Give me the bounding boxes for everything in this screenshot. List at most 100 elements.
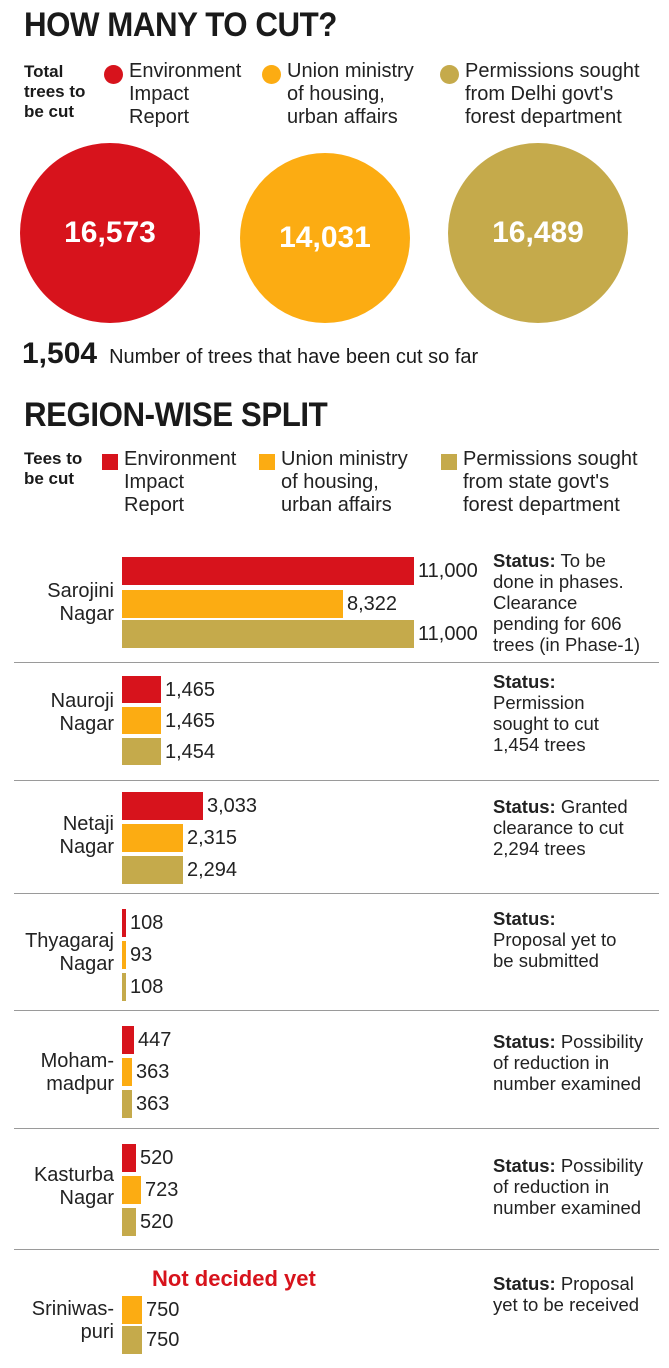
bar-value-label: 750 (146, 1299, 180, 1321)
region-name: Sriniwas- puri (31, 1298, 114, 1343)
bar-value-label: 520 (140, 1147, 174, 1169)
bar (122, 909, 126, 937)
bar (122, 620, 414, 648)
cut-so-far: 1,504 Number of trees that have been cut… (22, 337, 478, 371)
region-name: Moham- madpur (40, 1050, 114, 1095)
bar (122, 1208, 136, 1236)
status-prefix: Status: (493, 908, 556, 929)
region-status: Status: Granted clearance to cut 2,294 t… (493, 796, 665, 859)
bar (122, 856, 183, 884)
status-text: Proposal yet to be received (493, 1273, 640, 1315)
bar-value-label: 3,033 (207, 795, 258, 817)
legend-square-icon (102, 454, 118, 470)
status-prefix: Status: (493, 1155, 556, 1176)
bar-value-label: 2,315 (187, 827, 238, 849)
status-prefix: Status: (493, 1273, 556, 1294)
bar (122, 738, 161, 765)
region-name: Thyagaraj Nagar (25, 930, 114, 975)
region-name: Kasturba Nagar (33, 1164, 114, 1209)
status-prefix: Status: (493, 1031, 556, 1052)
cut-so-far-value: 1,504 (22, 337, 98, 370)
bar-value-label: 1,465 (165, 679, 216, 701)
status-text: Possibility of reduction in number exami… (493, 1031, 644, 1094)
legend-square-icon (441, 454, 457, 470)
bar (122, 1026, 134, 1054)
row-divider (14, 1010, 659, 1011)
bar (122, 792, 203, 820)
region-status: Status: Possibility of reduction in numb… (493, 1031, 665, 1094)
legend-label: Environment Impact Report (129, 60, 242, 128)
bar (122, 676, 161, 703)
legend-dot-icon (262, 65, 281, 84)
row-divider (14, 662, 659, 663)
bar (122, 1176, 141, 1204)
bar-value-label: 108 (130, 976, 164, 998)
bar-value-label: 750 (146, 1329, 180, 1351)
legend-label: Union ministry of housing, urban affairs (281, 448, 408, 516)
bar (122, 1326, 142, 1354)
region-trees-label: Tees to be cut (24, 449, 83, 488)
region-name: Sarojini Nagar (47, 580, 114, 625)
bar (122, 707, 161, 734)
bar (122, 1090, 132, 1118)
total-eir-value: 16,573 (64, 216, 156, 249)
not-decided-note: Not decided yet (152, 1266, 316, 1291)
status-text: Proposal yet to be submitted (493, 929, 617, 971)
bar-value-label: 520 (140, 1211, 174, 1233)
status-text: Possibility of reduction in number exami… (493, 1155, 644, 1218)
bar-value-label: 1,465 (165, 710, 216, 732)
bar (122, 1296, 142, 1324)
legend-dot-icon (104, 65, 123, 84)
bar-value-label: 11,000 (418, 560, 478, 582)
region-status: Status: Permission sought to cut 1,454 t… (493, 671, 665, 755)
region-status: Status: To be done in phases. Clearance … (493, 550, 665, 655)
legend-dot-icon (440, 65, 459, 84)
region-status: Status: Proposal yet to be submitted (493, 908, 665, 971)
legend-label: Permissions sought from Delhi govt's for… (465, 60, 640, 128)
row-divider (14, 780, 659, 781)
region-status: Status: Possibility of reduction in numb… (493, 1155, 665, 1218)
bar-value-label: 8,322 (347, 593, 398, 615)
status-text: Permission sought to cut 1,454 trees (493, 692, 599, 755)
legend-label: Permissions sought from state govt's for… (463, 448, 638, 516)
bar (122, 557, 414, 585)
main-title: HOW MANY TO CUT? (24, 6, 337, 44)
bar (122, 1058, 132, 1086)
bar-value-label: 1,454 (165, 741, 216, 763)
bar-value-label: 363 (136, 1061, 170, 1083)
bar (122, 941, 126, 969)
row-divider (14, 893, 659, 894)
region-title: REGION-WISE SPLIT (24, 396, 328, 434)
row-divider (14, 1249, 659, 1250)
status-text: To be done in phases. Clearance pending … (493, 550, 641, 655)
bar-value-label: 447 (138, 1029, 172, 1051)
total-forest-circle: 16,489 (448, 143, 628, 323)
legend-label: Environment Impact Report (124, 448, 237, 516)
total-eir-circle: 16,573 (20, 143, 200, 323)
bar (122, 973, 126, 1001)
status-prefix: Status: (493, 550, 556, 571)
region-status: Status: Proposal yet to be received (493, 1273, 665, 1315)
cut-so-far-label: Number of trees that have been cut so fa… (109, 346, 479, 368)
total-trees-label: Total trees to be cut (24, 62, 86, 121)
bar (122, 824, 183, 852)
status-text: Granted clearance to cut 2,294 trees (493, 796, 628, 859)
bar-value-label: 108 (130, 912, 164, 934)
region-name: Netaji Nagar (59, 813, 114, 858)
bar-value-label: 363 (136, 1093, 170, 1115)
region-name: Nauroji Nagar (50, 690, 114, 735)
total-ministry-circle: 14,031 (240, 153, 410, 323)
bar-value-label: 93 (130, 944, 153, 966)
total-ministry-value: 14,031 (279, 221, 371, 254)
legend-label: Union ministry of housing, urban affairs (287, 60, 414, 128)
bar-value-label: 723 (145, 1179, 179, 1201)
bar (122, 590, 343, 618)
total-forest-value: 16,489 (492, 216, 584, 249)
bar-value-label: 2,294 (187, 859, 238, 881)
status-prefix: Status: (493, 796, 556, 817)
bar-value-label: 11,000 (418, 623, 478, 645)
bar (122, 1144, 136, 1172)
status-prefix: Status: (493, 671, 556, 692)
row-divider (14, 1128, 659, 1129)
legend-square-icon (259, 454, 275, 470)
